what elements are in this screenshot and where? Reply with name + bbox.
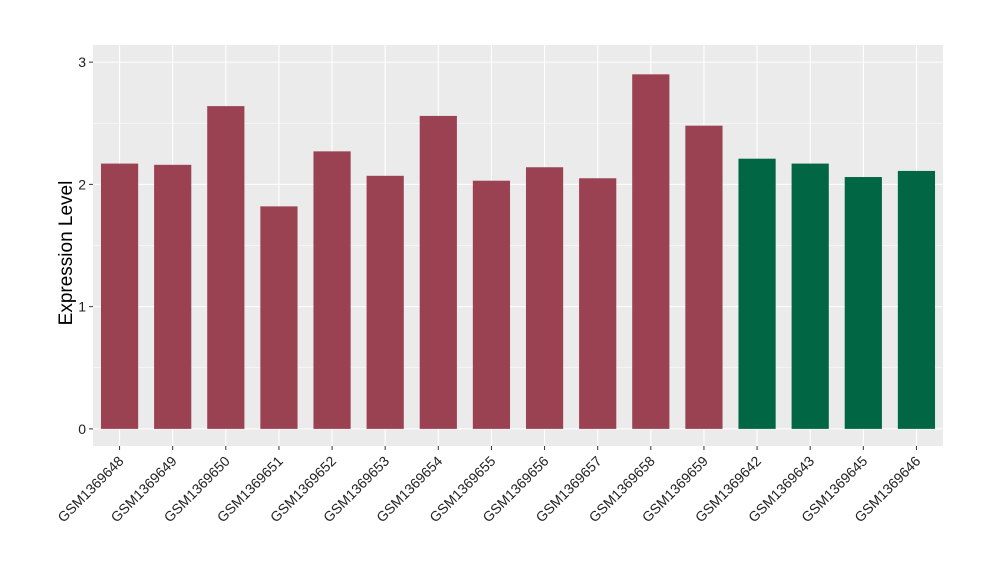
bar-GSM1369658 bbox=[632, 74, 670, 429]
y-tick-label: 3 bbox=[78, 54, 86, 70]
bar-GSM1369654 bbox=[419, 115, 457, 429]
bar-GSM1369657 bbox=[579, 178, 617, 429]
bar-GSM1369646 bbox=[897, 170, 936, 429]
bar-GSM1369651 bbox=[260, 206, 298, 429]
bars bbox=[100, 74, 936, 429]
bar-GSM1369659 bbox=[685, 125, 723, 429]
bar-GSM1369655 bbox=[472, 180, 511, 429]
y-tick-label: 2 bbox=[78, 176, 86, 192]
y-axis: 0 1 2 3 bbox=[78, 54, 93, 437]
bar-GSM1369649 bbox=[154, 164, 192, 429]
bar-GSM1369645 bbox=[844, 177, 882, 429]
y-axis-label: Expression Level bbox=[56, 181, 77, 326]
bar-GSM1369652 bbox=[313, 151, 351, 429]
bar-GSM1369648 bbox=[100, 163, 139, 429]
bar-GSM1369653 bbox=[366, 175, 404, 429]
x-axis: GSM1369648GSM1369649GSM1369650GSM1369651… bbox=[54, 446, 924, 525]
y-tick-label: 1 bbox=[78, 299, 86, 315]
y-tick-label: 0 bbox=[78, 421, 86, 437]
bar-GSM1369656 bbox=[525, 167, 564, 429]
bar-GSM1369642 bbox=[738, 158, 776, 429]
bar-GSM1369650 bbox=[207, 106, 245, 429]
bar-GSM1369643 bbox=[791, 163, 829, 429]
